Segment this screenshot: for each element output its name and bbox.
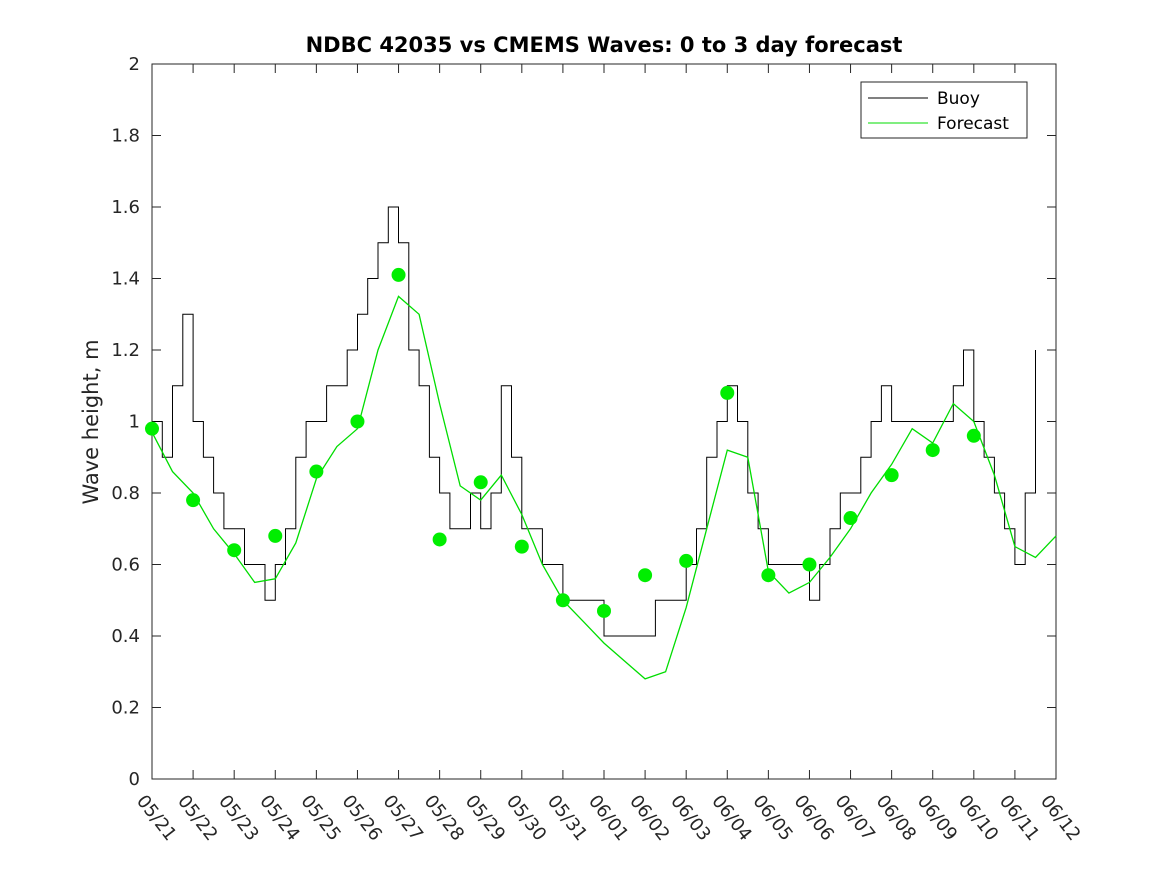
forecast-marker bbox=[145, 421, 159, 436]
forecast-marker bbox=[802, 557, 817, 572]
forecast-marker bbox=[761, 568, 776, 583]
forecast-marker bbox=[925, 443, 940, 458]
forecast-marker bbox=[514, 539, 529, 554]
legend-box bbox=[860, 81, 1028, 139]
forecast-marker bbox=[720, 385, 735, 400]
y-tick-label: 2 bbox=[129, 54, 140, 75]
y-tick-label: 1.8 bbox=[111, 126, 140, 147]
legend-label-forecast: Forecast bbox=[937, 114, 1009, 134]
forecast-marker bbox=[555, 593, 570, 608]
forecast-marker bbox=[350, 414, 365, 429]
y-tick-label: 1 bbox=[129, 412, 140, 433]
y-axis-ticks: 0 0.2 0.4 0.6 0.8 1 1.2 1.4 1.6 1.8 2 bbox=[111, 54, 1056, 790]
y-axis-label: Wave height, m bbox=[79, 339, 103, 504]
forecast-marker bbox=[227, 543, 242, 558]
forecast-marker bbox=[186, 493, 201, 508]
forecast-marker bbox=[268, 528, 283, 543]
y-tick-label: 1.2 bbox=[111, 340, 140, 361]
forecast-marker bbox=[309, 464, 324, 479]
forecast-marker bbox=[473, 475, 488, 490]
forecast-marker bbox=[597, 603, 611, 618]
forecast-markers bbox=[145, 267, 981, 618]
y-tick-label: 1.4 bbox=[111, 269, 140, 290]
legend-label-buoy: Buoy bbox=[937, 89, 980, 109]
legend: Buoy Forecast bbox=[860, 81, 1028, 139]
y-tick-label: 0.2 bbox=[111, 698, 140, 719]
forecast-series-line bbox=[151, 295, 1057, 680]
forecast-marker bbox=[884, 468, 899, 483]
y-tick-label: 0.8 bbox=[111, 483, 140, 504]
forecast-marker bbox=[391, 267, 406, 282]
forecast-marker bbox=[638, 568, 653, 583]
y-tick-label: 0.4 bbox=[111, 626, 140, 647]
chart-title: NDBC 42035 vs CMEMS Waves: 0 to 3 day fo… bbox=[306, 33, 903, 57]
forecast-marker bbox=[843, 511, 858, 526]
y-tick-label: 0 bbox=[129, 769, 140, 790]
y-tick-label: 0.6 bbox=[111, 555, 140, 576]
forecast-marker bbox=[432, 532, 447, 547]
forecast-marker bbox=[679, 553, 694, 568]
y-tick-label: 1.6 bbox=[111, 197, 140, 218]
forecast-marker bbox=[966, 428, 981, 443]
